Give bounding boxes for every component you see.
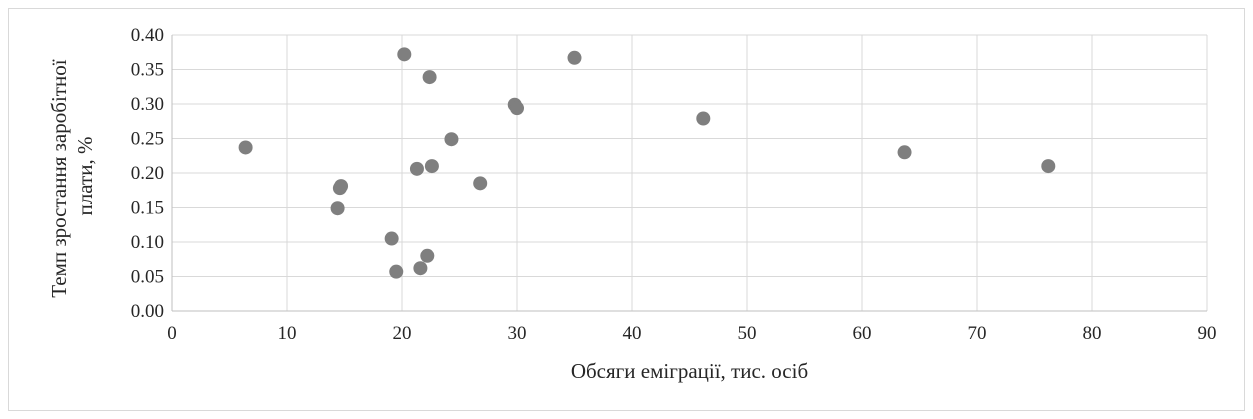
y-tick-label: 0.40 [131, 25, 164, 46]
chart-area [8, 8, 1245, 411]
data-points [238, 47, 1056, 279]
y-axis-title: Темп зростання заробітної плати, % [47, 54, 97, 298]
data-point [444, 132, 459, 147]
gridlines [172, 34, 1208, 311]
y-tick-label: 0.10 [131, 232, 164, 253]
y-tick-label: 0.05 [131, 267, 164, 288]
x-tick-label: 80 [1083, 323, 1102, 344]
x-tick-label: 70 [968, 323, 987, 344]
y-tick-label: 0.25 [131, 129, 164, 150]
y-tick-label: 0.20 [131, 163, 164, 184]
data-point [424, 159, 439, 174]
x-axis-title: Обсяги еміграції, тис. осіб [571, 359, 808, 383]
x-tick-label: 20 [393, 323, 412, 344]
data-point [330, 201, 345, 216]
x-tick-label: 40 [623, 323, 642, 344]
axes [171, 35, 1207, 312]
y-tick-label: 0.00 [131, 301, 164, 322]
data-point [567, 50, 582, 65]
data-point [409, 161, 424, 176]
x-tick-label: 10 [278, 323, 297, 344]
y-axis-title-line-2: плати, % [73, 137, 97, 216]
x-tick-label: 60 [853, 323, 872, 344]
data-point [422, 70, 437, 85]
y-tick-label: 0.35 [131, 60, 164, 81]
data-point [389, 264, 404, 279]
tick-labels: 0.00 0.05 0.10 0.15 0.20 0.25 0.30 0.35 0.40 0 10 2… [131, 25, 1217, 344]
data-point [696, 111, 711, 126]
data-point [413, 261, 428, 276]
x-tick-label: 30 [508, 323, 527, 344]
data-point [510, 101, 524, 116]
data-point [897, 145, 912, 160]
data-point [334, 179, 349, 194]
data-point [397, 47, 412, 62]
y-tick-label: 0.15 [131, 198, 164, 219]
x-tick-label: 0 [167, 323, 177, 344]
data-point [473, 176, 488, 191]
x-tick-label: 90 [1198, 323, 1217, 344]
data-point [1041, 159, 1056, 174]
x-tick-label: 50 [738, 323, 757, 344]
y-tick-label: 0.30 [131, 94, 164, 115]
data-point [238, 140, 253, 155]
data-point [420, 248, 435, 263]
y-axis-title-line-1: Темп зростання заробітної [47, 59, 71, 297]
data-point [384, 231, 399, 246]
